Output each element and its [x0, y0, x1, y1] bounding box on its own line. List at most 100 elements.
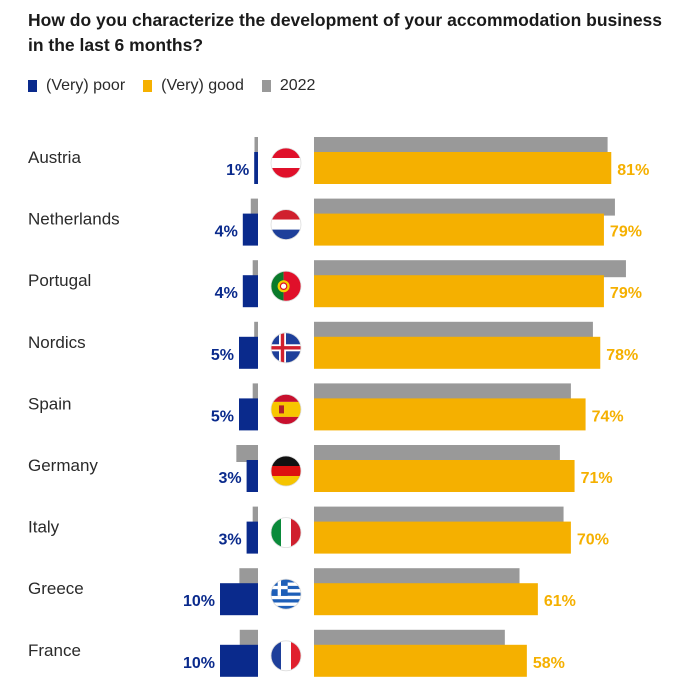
legend-item-good: (Very) good — [143, 77, 244, 95]
bar-poor-spain — [239, 398, 258, 431]
bar-good-spain — [314, 398, 586, 431]
flag-stripe — [271, 168, 301, 178]
flag-stripe — [271, 416, 301, 425]
value-poor-greece: 10% — [183, 593, 215, 610]
portugal-flag-icon-fill — [271, 271, 301, 302]
bar-poor-2022-spain — [252, 383, 258, 401]
germany-flag-icon-border — [270, 455, 302, 487]
bar-good-netherlands — [314, 213, 604, 246]
bar-good-2022-portugal — [314, 260, 626, 278]
flag-stripe — [271, 394, 301, 402]
bar-poor-2022-nordics — [254, 321, 258, 339]
france-flag-icon-border — [270, 640, 302, 672]
row-netherlands: Netherlands 79% 4% — [28, 198, 642, 246]
bar-good-germany — [314, 460, 575, 492]
flag-stripe — [271, 595, 301, 600]
category-label-italy: Italy — [28, 518, 60, 537]
france-flag-icon — [270, 640, 302, 672]
value-good-greece: 61% — [544, 593, 576, 610]
austria-flag-icon — [270, 147, 302, 179]
bar-poor-greece — [220, 583, 258, 616]
flag-stripe — [283, 271, 301, 302]
value-poor-spain: 5% — [211, 408, 234, 425]
row-germany: Germany 71% 3% — [28, 445, 613, 492]
flag-stripe — [281, 640, 291, 671]
greece-flag-icon — [270, 578, 302, 610]
spain-flag-icon — [270, 393, 302, 425]
row-spain: Spain 74% 5% — [28, 383, 624, 431]
row-portugal: Portugal 79% 4% — [28, 260, 642, 308]
nordics-flag-icon-border — [270, 332, 302, 364]
value-good-netherlands: 79% — [610, 224, 642, 241]
flag-stripe — [271, 158, 301, 168]
bar-good-2022-greece — [314, 568, 520, 586]
category-label-germany: Germany — [28, 456, 98, 475]
flag-stripe — [271, 456, 301, 466]
bar-good-italy — [314, 521, 571, 554]
value-poor-austria: 1% — [226, 162, 249, 179]
value-poor-nordics: 5% — [211, 347, 234, 364]
netherlands-flag-icon — [270, 209, 302, 241]
bar-good-austria — [314, 152, 612, 184]
flag-stripe — [271, 401, 301, 417]
legend-label-poor: (Very) poor — [46, 77, 126, 94]
france-flag-icon-fill — [271, 640, 301, 671]
bar-poor-2022-germany — [236, 445, 258, 462]
netherlands-flag-icon-fill — [271, 209, 301, 240]
spain-flag-icon-border — [270, 393, 302, 425]
chart-title: How do you characterize the development … — [28, 10, 663, 55]
bar-poor-netherlands — [242, 213, 258, 246]
bar-poor-portugal — [242, 275, 258, 308]
nordics-flag-icon — [270, 332, 302, 364]
bar-poor-2022-netherlands — [250, 198, 258, 216]
flag-stripe — [271, 148, 301, 158]
legend-swatch-2022 — [261, 80, 271, 92]
bar-poor-austria — [254, 152, 258, 184]
bar-poor-germany — [246, 460, 258, 492]
value-good-portugal: 79% — [610, 285, 642, 302]
italy-flag-icon-border — [270, 517, 302, 548]
portugal-flag-icon — [270, 270, 302, 302]
row-austria: Austria 81% 1% — [28, 137, 649, 184]
category-label-spain: Spain — [28, 394, 71, 413]
bar-good-nordics — [314, 336, 601, 369]
legend-swatch-poor — [28, 80, 37, 92]
value-good-austria: 81% — [617, 162, 649, 179]
value-good-germany: 71% — [581, 470, 613, 487]
spain-flag-icon-fill — [271, 394, 301, 425]
greece-flag-icon-border — [270, 578, 302, 610]
category-label-netherlands: Netherlands — [28, 210, 120, 229]
italy-flag-icon — [270, 517, 302, 548]
germany-flag-icon-fill — [271, 456, 301, 486]
category-label-france: France — [28, 641, 81, 660]
legend-label-good: (Very) good — [161, 77, 244, 94]
flag-stripe — [281, 517, 291, 548]
legend-label-2022: 2022 — [279, 77, 316, 94]
row-greece: Greece 61% 10% — [28, 568, 576, 616]
value-poor-germany: 3% — [218, 470, 241, 487]
flag-stripe — [271, 466, 301, 476]
legend-item-2022: 2022 — [261, 77, 316, 95]
flag-stripe — [271, 605, 301, 610]
legend-swatch-good — [143, 80, 153, 92]
row-nordics: Nordics 78% 5% — [28, 321, 638, 369]
flag-stripe — [271, 599, 301, 603]
value-poor-netherlands: 4% — [215, 224, 238, 241]
value-poor-portugal: 4% — [215, 285, 238, 302]
bar-good-2022-italy — [314, 506, 564, 524]
flag-stripe — [271, 640, 281, 671]
row-france: France 58% 10% — [28, 629, 565, 677]
bar-good-greece — [314, 583, 538, 616]
flag-coat-of-arms — [279, 405, 284, 414]
portugal-flag-icon-border — [270, 270, 302, 302]
germany-flag-icon — [270, 455, 302, 487]
bar-poor-2022-austria — [254, 137, 258, 154]
bar-good-2022-nordics — [314, 321, 593, 339]
austria-flag-icon-fill — [271, 148, 301, 178]
flag-stripe — [271, 602, 301, 606]
flag-stripe — [291, 517, 301, 548]
category-label-austria: Austria — [28, 148, 81, 167]
value-poor-france: 10% — [183, 655, 215, 672]
legend: (Very) poor (Very) good 2022 — [28, 77, 333, 95]
bar-poor-2022-greece — [239, 568, 258, 586]
